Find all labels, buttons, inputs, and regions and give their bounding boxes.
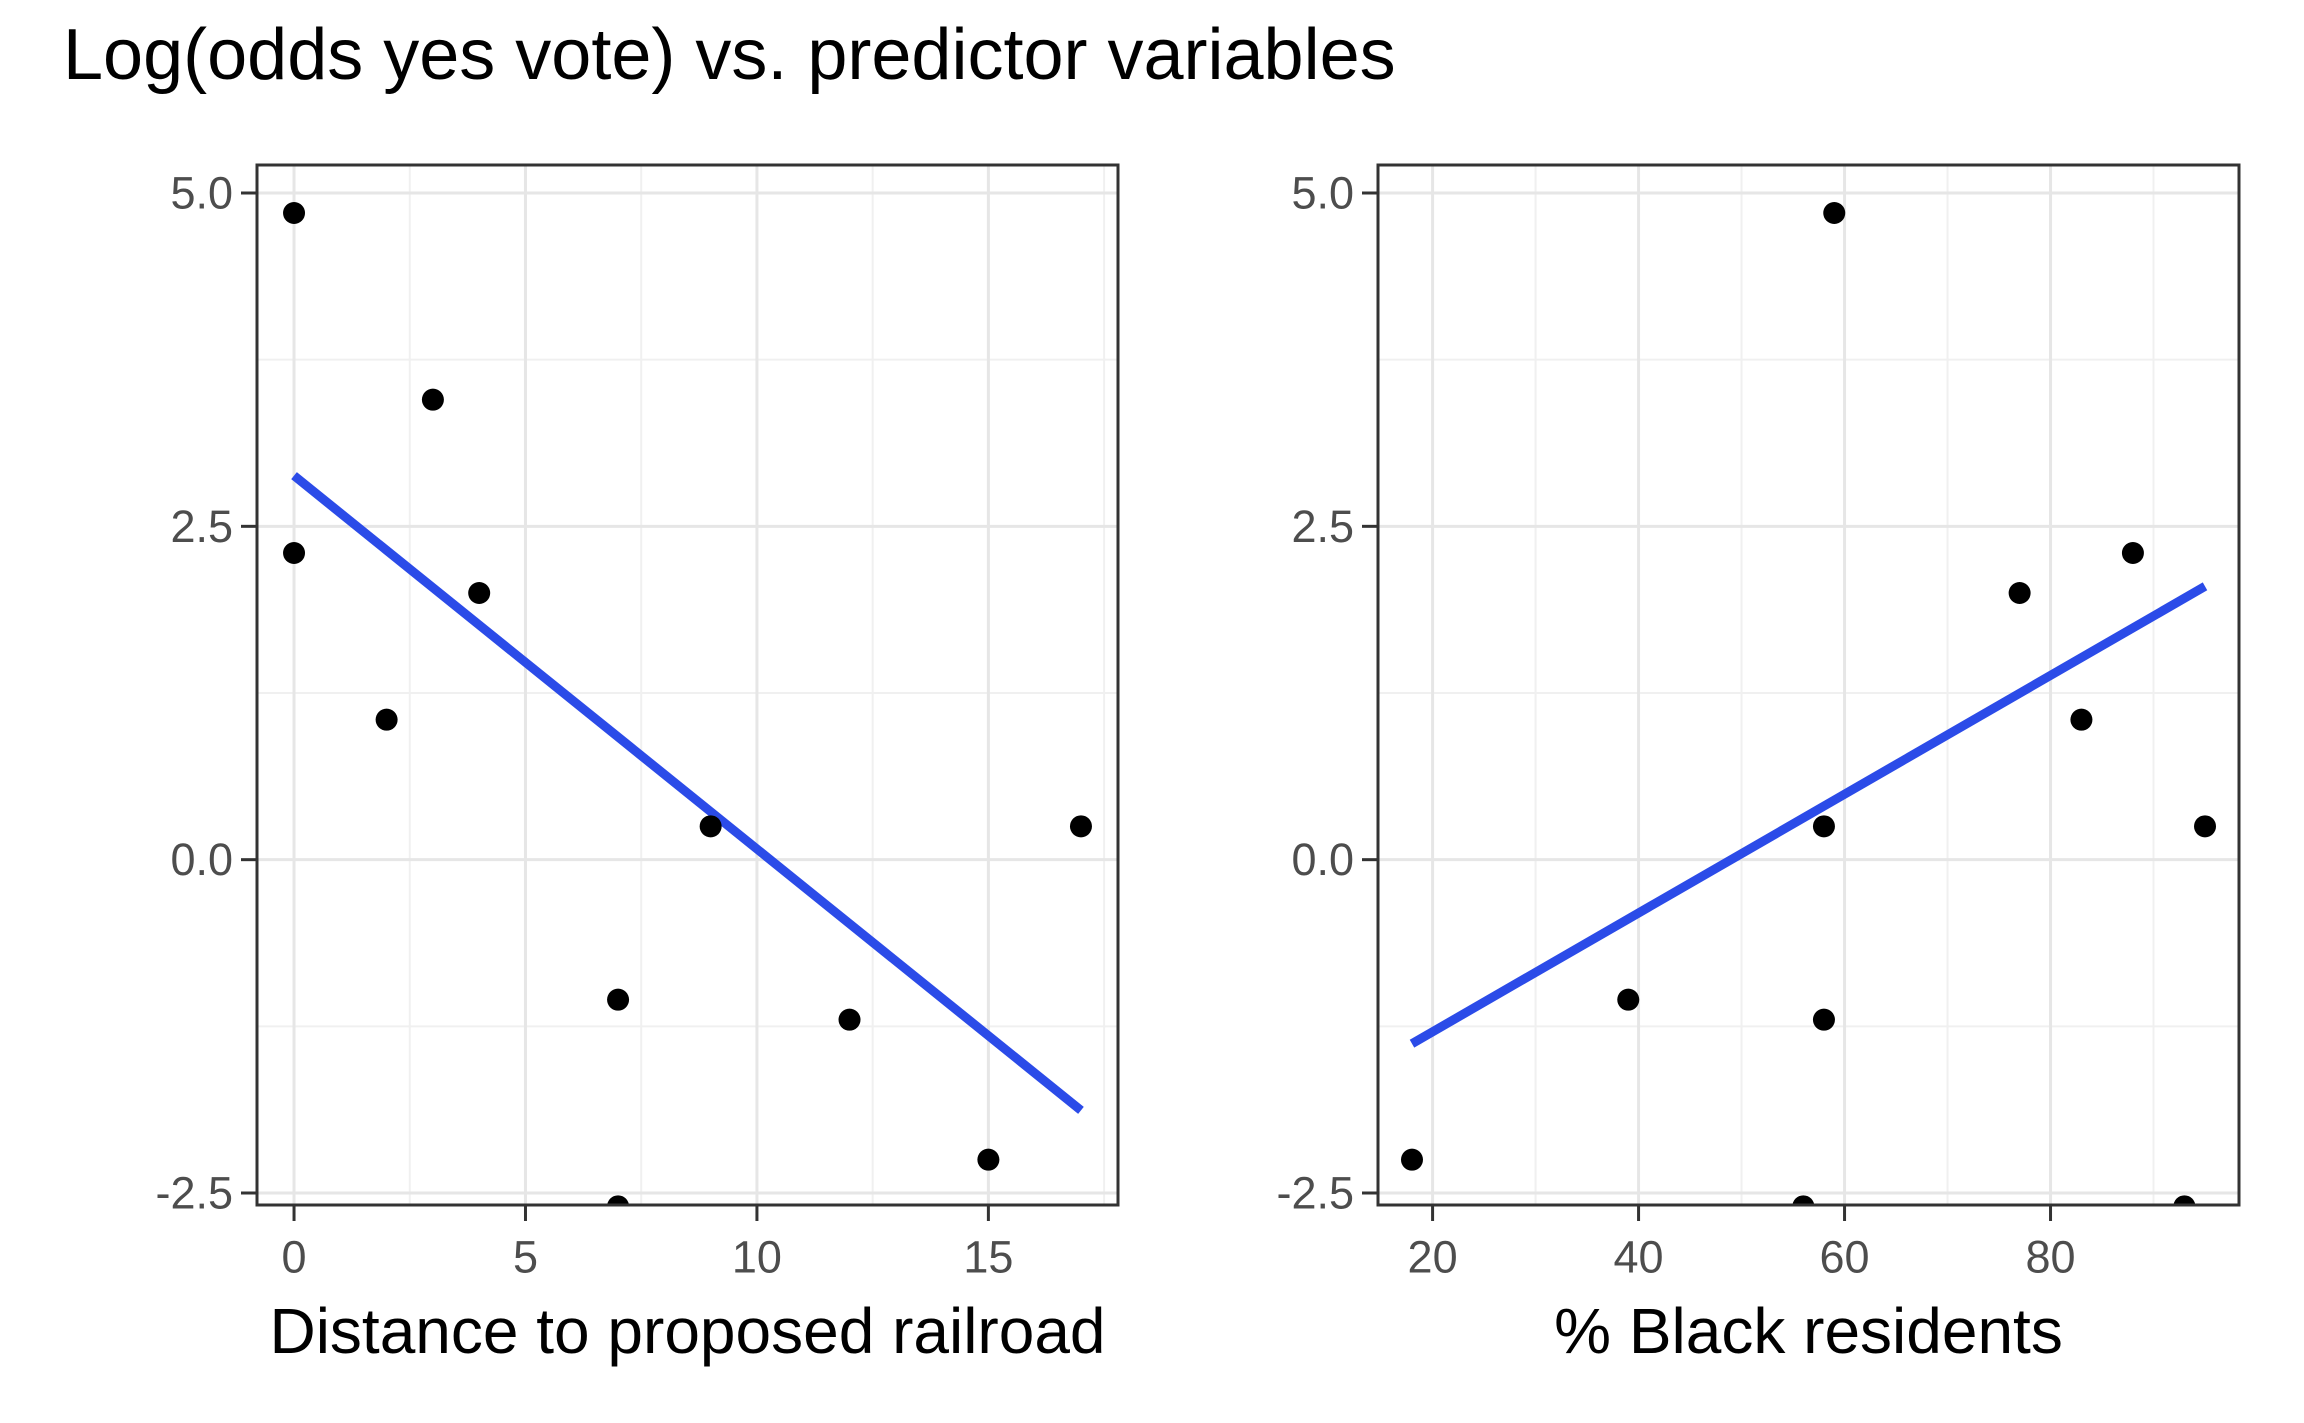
data-point (838, 1008, 861, 1031)
data-point (1823, 202, 1846, 224)
panel-background (1378, 165, 2239, 1205)
chart-title: Log(odds yes vote) vs. predictor variabl… (63, 15, 1396, 95)
y-tick-label: 2.5 (1291, 501, 1354, 552)
x-axis-title-right: % Black residents (1554, 1295, 2063, 1367)
x-tick-label: 60 (1820, 1232, 1870, 1283)
data-point (421, 388, 444, 411)
data-point (283, 542, 306, 564)
data-point (2070, 708, 2093, 731)
panel-border (255, 163, 1120, 1207)
data-point (699, 815, 722, 838)
data-point (607, 988, 630, 1011)
y-tick-label: -2.5 (1276, 1168, 1354, 1219)
x-tick-label: 40 (1614, 1232, 1664, 1283)
x-tick-label: 80 (2025, 1232, 2075, 1283)
x-axis-title-left: Distance to proposed railroad (269, 1295, 1106, 1367)
x-tick-label: 10 (732, 1232, 782, 1283)
data-point (283, 202, 306, 224)
data-point (2121, 542, 2144, 564)
y-tick-label: 0.0 (170, 834, 233, 885)
trend-line (291, 472, 1084, 1114)
trend-line (1409, 582, 2208, 1048)
data-point (2008, 582, 2031, 604)
y-tick-label: 5.0 (1291, 168, 1354, 219)
y-tick-label: 2.5 (170, 501, 233, 552)
y-tick-label: 5.0 (170, 168, 233, 219)
data-point (2173, 1195, 2196, 1205)
y-tick-label: -2.5 (155, 1168, 233, 1219)
x-tick-label: 5 (513, 1232, 538, 1283)
data-point (1792, 1195, 1815, 1205)
x-tick-label: 20 (1408, 1232, 1458, 1283)
data-point (1617, 988, 1640, 1011)
x-tick-label: 15 (963, 1232, 1013, 1283)
data-point (1069, 815, 1092, 838)
panel-border (1376, 163, 2241, 1207)
data-point (977, 1148, 1000, 1171)
data-point (2194, 815, 2217, 838)
data-point (607, 1195, 629, 1205)
data-point (1812, 1008, 1835, 1031)
data-point (1400, 1148, 1423, 1171)
x-tick-label: 0 (282, 1232, 307, 1283)
data-point (375, 708, 398, 731)
panel-background (257, 165, 1118, 1205)
y-tick-label: 0.0 (1291, 834, 1354, 885)
data-point (1812, 815, 1835, 838)
data-point (468, 582, 491, 604)
